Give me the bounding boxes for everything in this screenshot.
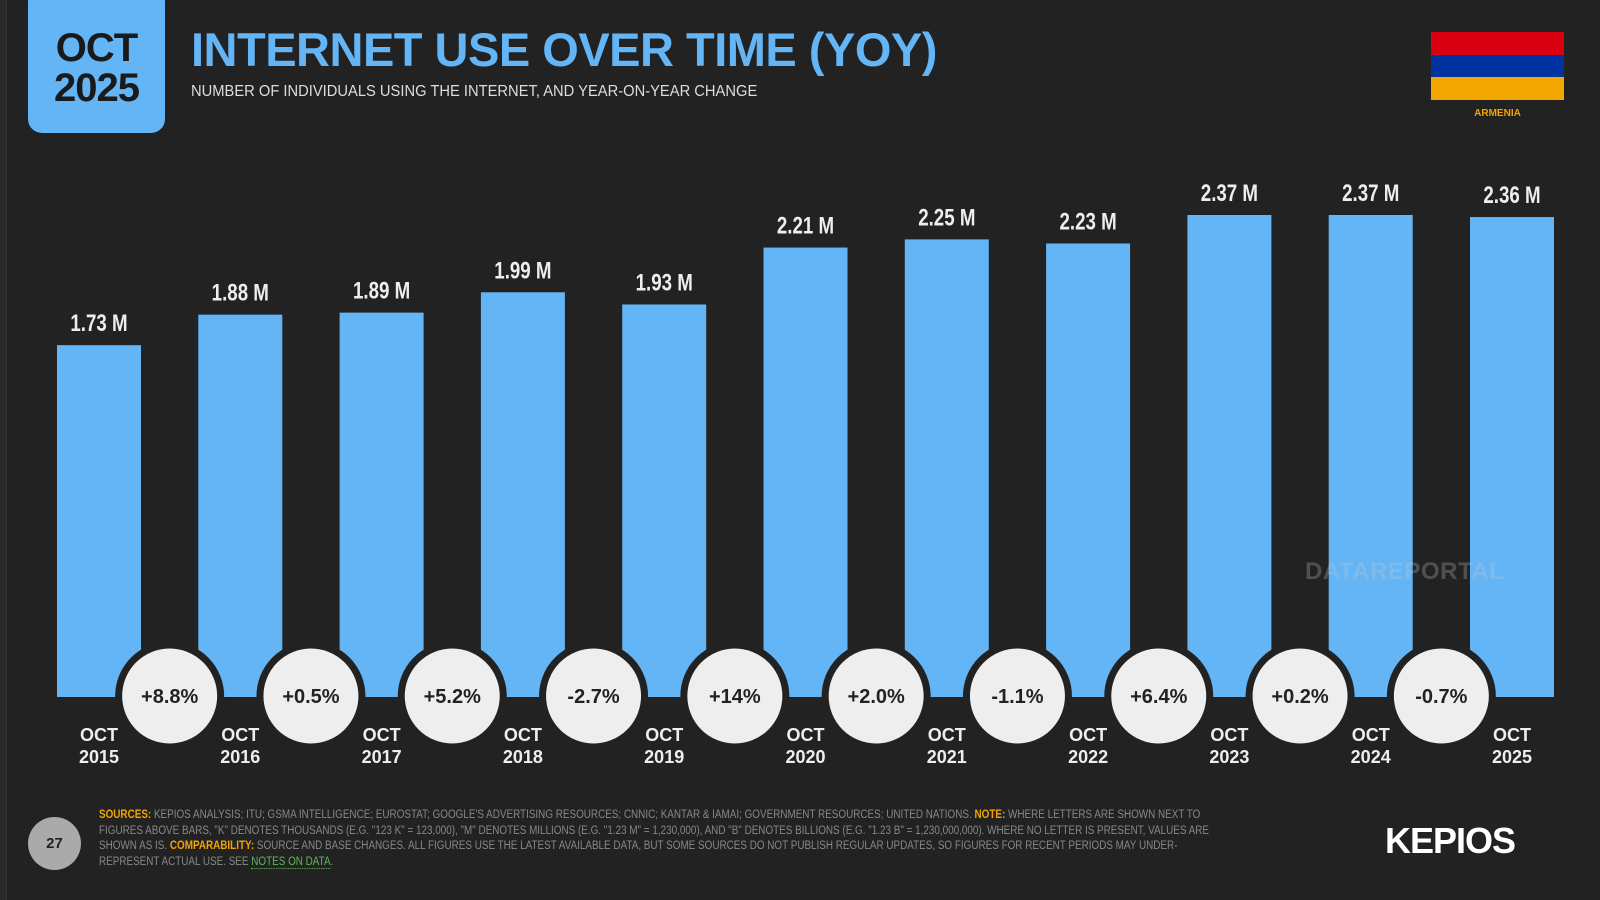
- page-subtitle: NUMBER OF INDIVIDUALS USING THE INTERNET…: [191, 83, 758, 100]
- yoy-change-circle: [397, 641, 507, 751]
- x-tick-label: 2023: [1209, 747, 1249, 767]
- value-label: 2.37 M: [1342, 180, 1399, 207]
- x-tick-label: OCT: [221, 725, 259, 745]
- yoy-change-circle: [539, 641, 649, 751]
- page-title: INTERNET USE OVER TIME (YOY): [191, 23, 937, 76]
- flag-stripe: [1431, 32, 1564, 55]
- yoy-change-label: -2.7%: [567, 686, 619, 708]
- note-text: WHERE LETTERS ARE SHOWN NEXT TO FIGURES …: [99, 809, 1209, 853]
- x-tick-label: 2022: [1068, 747, 1108, 767]
- value-label: 1.88 M: [212, 279, 269, 306]
- watermark: DATAREPORTAL: [1305, 558, 1505, 585]
- x-tick-label: 2015: [79, 747, 119, 767]
- bar: [198, 314, 283, 697]
- x-tick-label: 2018: [503, 747, 543, 767]
- note-label: NOTE:: [974, 809, 1006, 821]
- bar: [763, 247, 848, 697]
- yoy-change-label: +5.2%: [424, 686, 481, 708]
- flag-stripe: [1431, 77, 1564, 100]
- yoy-change-circle: [1104, 641, 1214, 751]
- value-label: 2.37 M: [1201, 180, 1258, 207]
- badge-year: 2025: [54, 66, 140, 110]
- comparability-text: SOURCE AND BASE CHANGES. ALL FIGURES USE…: [99, 840, 1178, 869]
- footnote-end: .: [330, 856, 334, 869]
- x-tick-label: OCT: [1493, 725, 1531, 745]
- bar: [904, 239, 989, 697]
- yoy-change-circle: [1386, 641, 1496, 751]
- x-tick-label: OCT: [504, 725, 542, 745]
- kepios-logo: KEPIOS: [1385, 820, 1516, 861]
- x-tick-label: 2024: [1351, 747, 1391, 767]
- yoy-change-circle: [680, 641, 790, 751]
- x-tick-label: OCT: [1069, 725, 1107, 745]
- x-tick-label: OCT: [1210, 725, 1248, 745]
- x-tick-label: OCT: [1352, 725, 1390, 745]
- x-tick-label: 2020: [785, 747, 825, 767]
- armenia-flag-icon: [1431, 32, 1564, 100]
- yoy-change-label: +2.0%: [848, 686, 905, 708]
- value-label: 2.36 M: [1483, 182, 1540, 209]
- value-label: 2.23 M: [1059, 208, 1116, 235]
- value-label: 2.21 M: [777, 212, 834, 239]
- yoy-change-label: -0.7%: [1415, 686, 1467, 708]
- yoy-change-label: +8.8%: [141, 686, 198, 708]
- x-tick-label: 2025: [1492, 747, 1532, 767]
- footnotes: SOURCES: KEPIOS ANALYSIS; ITU; GSMA INTE…: [99, 808, 1217, 871]
- x-tick-label: 2017: [362, 747, 402, 767]
- badge-month: OCT: [55, 26, 138, 70]
- x-tick-label: 2019: [644, 747, 684, 767]
- bar: [1328, 215, 1413, 697]
- yoy-change-circle: [962, 641, 1072, 751]
- bar: [480, 292, 565, 697]
- bar: [339, 312, 424, 697]
- yoy-change-label: -1.1%: [991, 686, 1043, 708]
- value-label: 2.25 M: [918, 204, 975, 231]
- yoy-change-circle: [1245, 641, 1355, 751]
- value-label: 1.73 M: [70, 310, 127, 337]
- yoy-change-circle: [821, 641, 931, 751]
- bar: [57, 345, 141, 697]
- x-tick-label: OCT: [645, 725, 683, 745]
- x-tick-label: OCT: [787, 725, 825, 745]
- sources-text: KEPIOS ANALYSIS; ITU; GSMA INTELLIGENCE;…: [151, 809, 975, 821]
- x-tick-label: 2016: [220, 747, 260, 767]
- comparability-label: COMPARABILITY:: [169, 840, 255, 853]
- yoy-change-label: +0.2%: [1271, 686, 1328, 708]
- value-label: 1.99 M: [494, 257, 551, 284]
- bar: [1187, 215, 1272, 697]
- yoy-change-circle: [115, 641, 225, 751]
- page-number: 27: [28, 817, 81, 870]
- date-badge: OCT 2025: [28, 0, 165, 133]
- yoy-change-label: +0.5%: [282, 686, 339, 708]
- x-tick-label: OCT: [928, 725, 966, 745]
- flag-stripe: [1431, 54, 1564, 78]
- yoy-change-circle: [256, 641, 366, 751]
- x-tick-label: OCT: [80, 725, 118, 745]
- value-label: 1.89 M: [353, 277, 410, 304]
- notes-on-data-link[interactable]: NOTES ON DATA: [251, 856, 331, 870]
- value-label: 1.93 M: [636, 269, 693, 296]
- yoy-change-label: +6.4%: [1130, 686, 1187, 708]
- x-tick-label: OCT: [363, 725, 401, 745]
- left-edge: [0, 0, 7, 900]
- sources-label: SOURCES:: [99, 809, 152, 821]
- yoy-change-label: +14%: [709, 686, 761, 708]
- country-name: ARMENIA: [1474, 108, 1521, 119]
- bar: [622, 304, 707, 697]
- bar: [1470, 217, 1554, 697]
- bar: [1046, 243, 1131, 697]
- x-tick-label: 2021: [927, 747, 967, 767]
